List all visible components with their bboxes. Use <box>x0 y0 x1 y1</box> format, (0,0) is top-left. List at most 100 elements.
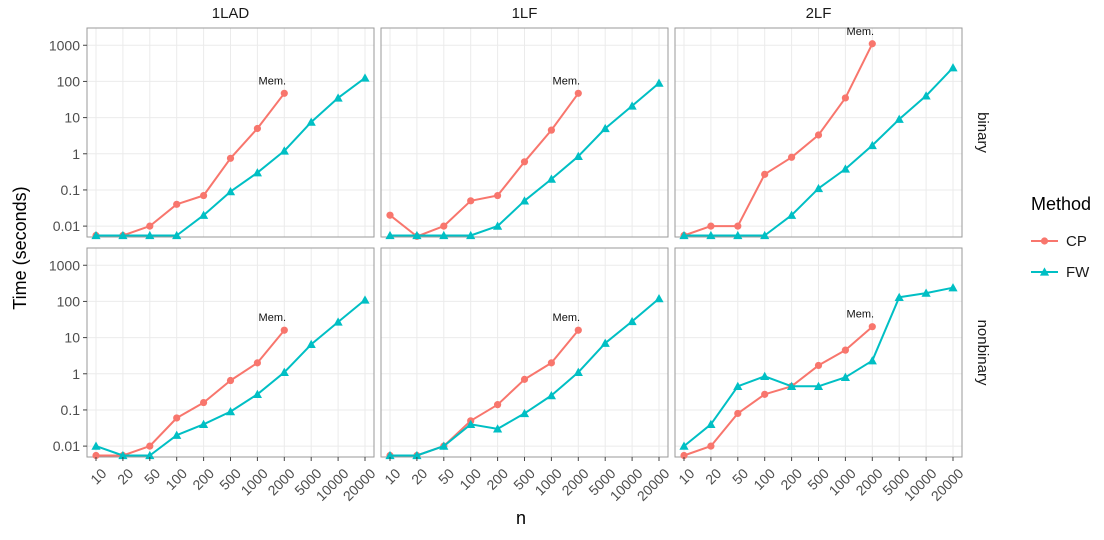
x-tick-label: 1000 <box>532 465 565 498</box>
data-point-cp <box>200 398 208 407</box>
series-line-cp <box>96 92 286 237</box>
data-point-fw <box>840 164 850 173</box>
x-tick-label: 2000 <box>558 465 591 498</box>
data-point-cp <box>841 346 850 354</box>
data-point-cp <box>92 451 100 460</box>
data-point-cp <box>868 323 876 331</box>
data-point-fw <box>279 367 289 376</box>
x-tick-label: 20 <box>408 465 430 487</box>
y-tick-label: 0.01 <box>53 218 80 234</box>
legend-marker-fw <box>1039 267 1050 276</box>
data-point-fw <box>91 230 101 240</box>
x-tick-label: 50 <box>435 465 457 487</box>
data-point-fw <box>813 183 824 193</box>
data-point-fw <box>306 339 316 349</box>
data-point-fw <box>840 372 850 381</box>
x-tick-label: 10 <box>87 465 109 487</box>
data-point-fw <box>679 230 689 240</box>
data-point-cp <box>467 197 475 205</box>
x-tick-label: 100 <box>162 465 190 493</box>
memory-annotation: Mem. <box>553 75 581 87</box>
data-point-fw <box>333 317 343 326</box>
data-point-cp <box>146 222 154 230</box>
data-point-cp <box>494 401 502 409</box>
data-point-cp <box>814 361 823 370</box>
data-point-fw <box>654 293 664 303</box>
data-point-fw <box>306 117 316 126</box>
data-point-cp <box>173 414 181 422</box>
panel-border-1lad-binary <box>86 27 375 238</box>
y-tick-label: 1 <box>72 146 80 162</box>
data-point-cp <box>680 451 688 460</box>
data-point-fw <box>546 174 556 183</box>
data-point-fw <box>145 230 155 240</box>
data-point-fw <box>733 381 743 390</box>
data-point-fw <box>867 140 877 150</box>
data-point-fw <box>360 73 370 82</box>
data-point-cp <box>574 89 582 97</box>
data-point-fw <box>921 288 931 297</box>
data-point-cp <box>146 442 154 450</box>
y-tick-label: 10 <box>64 110 80 126</box>
facet-row-label: nonbinary <box>974 320 991 386</box>
data-point-cp <box>547 359 556 367</box>
data-point-fw <box>172 430 182 439</box>
data-point-cp <box>734 409 742 418</box>
data-point-cp <box>253 359 261 367</box>
data-point-fw <box>948 63 958 72</box>
data-point-fw <box>385 230 395 240</box>
data-point-cp <box>440 222 448 230</box>
memory-annotation: Mem. <box>847 309 875 321</box>
data-point-fw <box>91 441 101 450</box>
legend: Method CP FW <box>1031 194 1091 281</box>
data-point-cp <box>200 191 208 200</box>
facet-row-label: binary <box>974 112 991 153</box>
y-tick-label: 1 <box>72 366 80 382</box>
x-tick-label: 1000 <box>826 465 859 498</box>
data-point-fw <box>439 230 449 240</box>
x-tick-label: 100 <box>750 465 778 493</box>
x-tick-label: 50 <box>729 465 751 487</box>
legend-label-cp: CP <box>1066 233 1087 250</box>
panels-layer: Mem. 1LAD 0.01 0.1 1 10 100 1000 Mem. 1LF Mem. 2LF b… <box>49 5 991 504</box>
facet-column-label: 1LAD <box>212 5 250 22</box>
series-line-cp <box>683 325 873 457</box>
series-line-cp <box>96 329 286 457</box>
data-point-cp <box>707 222 715 230</box>
data-point-fw <box>252 389 262 399</box>
data-point-fw <box>894 114 904 123</box>
y-tick-label: 1000 <box>49 257 80 273</box>
data-point-fw <box>225 186 236 196</box>
data-point-fw <box>787 381 797 390</box>
x-tick-label: 50 <box>141 465 163 487</box>
data-point-cp <box>520 158 529 166</box>
data-point-cp <box>386 211 394 219</box>
data-point-fw <box>600 338 610 347</box>
x-tick-label: 10 <box>381 465 403 487</box>
data-point-fw <box>600 123 610 133</box>
data-point-fw <box>921 91 931 100</box>
data-point-fw <box>679 441 689 450</box>
x-tick-label: 20 <box>702 465 724 487</box>
x-tick-label: 1000 <box>238 465 271 498</box>
data-point-cp <box>173 200 181 208</box>
legend-marker-cp <box>1040 237 1049 245</box>
data-point-cp <box>253 124 261 133</box>
x-tick-label: 10 <box>675 465 697 487</box>
data-point-fw <box>760 371 770 381</box>
data-point-fw <box>493 424 503 433</box>
x-tick-label: 200 <box>483 465 511 493</box>
data-point-cp <box>574 326 582 334</box>
data-point-cp <box>761 390 769 398</box>
data-point-fw <box>948 283 958 292</box>
data-point-fw <box>439 441 449 450</box>
data-point-cp <box>868 40 876 48</box>
y-tick-label: 10 <box>64 330 80 346</box>
data-point-fw <box>412 230 422 240</box>
data-point-cp <box>226 154 235 162</box>
x-tick-label: 100 <box>456 465 484 493</box>
data-point-fw <box>894 292 904 301</box>
data-point-fw <box>145 450 155 460</box>
data-point-fw <box>279 146 289 155</box>
data-point-fw <box>867 356 877 365</box>
